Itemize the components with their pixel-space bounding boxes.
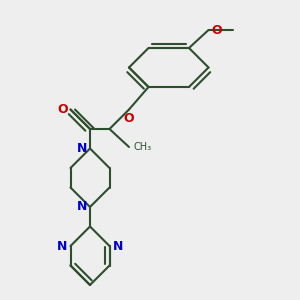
Text: CH₃: CH₃ <box>134 142 152 152</box>
Text: O: O <box>212 23 222 37</box>
Text: N: N <box>76 200 87 214</box>
Text: O: O <box>124 112 134 125</box>
Text: N: N <box>112 239 123 253</box>
Text: N: N <box>76 142 87 155</box>
Text: N: N <box>57 239 68 253</box>
Text: O: O <box>57 103 68 116</box>
